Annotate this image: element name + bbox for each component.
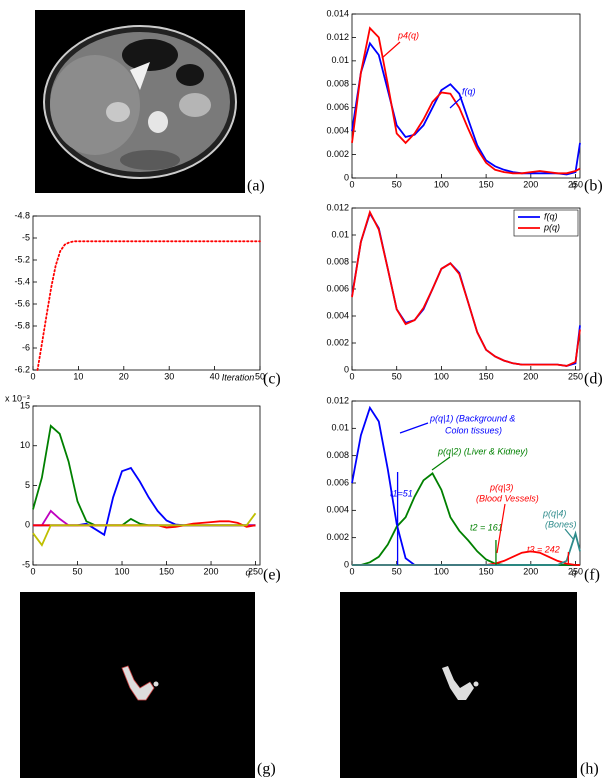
x-tick-label: 0 [30,566,35,576]
legend-label: p(q) [543,222,560,232]
y-tick-label: -5 [22,559,30,569]
x-tick-label: 100 [434,179,449,189]
x-tick-label: 200 [204,566,219,576]
y-tick-label: 0.01 [331,423,349,433]
x-tick-label: 50 [392,371,402,381]
x-axis-label: Iteration [222,372,255,382]
y-tick-label: -5.2 [14,254,30,264]
y-tick-label: 5 [25,480,30,490]
y-tick-label: 0 [25,520,30,530]
y-multiplier: x 10⁻³ [5,393,30,403]
x-tick-label: 200 [523,566,538,576]
annotation: (Bones) [545,519,577,529]
figure: (a) (g) (h) 0 0.002 0.004 0.006 0.008 0.01 0.0… [0,0,615,778]
x-axis-label: q [571,179,576,189]
y-tick-label: 0.012 [326,202,349,212]
y-tick-label: -6 [22,342,30,352]
annotation: p(q|1) (Background & [429,413,515,423]
y-tick-label: 0.01 [331,229,349,239]
axes-box [33,216,260,370]
threshold-label: t2 = 161 [470,522,503,532]
annotation: Colon tissues) [445,425,502,435]
annotation: p4(q) [397,30,419,40]
y-tick-label: -6.2 [14,364,30,374]
panel-label: (c) [263,371,281,388]
threshold-label: t1=51 [390,488,413,498]
panel-label: (g) [257,761,276,778]
y-tick-label: 0 [344,172,349,182]
y-tick-label: 0.008 [326,450,349,460]
y-tick-label: -5 [22,232,30,242]
annotation: f(q) [462,86,476,96]
annotation: p(q|4) [542,508,566,518]
panel-label: (f) [584,567,600,584]
x-tick-label: 0 [30,371,35,381]
y-tick-label: 0.012 [326,32,349,42]
x-tick-label: 0 [349,566,354,576]
x-tick-label: 100 [115,566,130,576]
y-tick-label: 0 [344,364,349,374]
annotation: p(q|2) (Liver & Kidney) [437,446,528,456]
panel-label: (e) [263,567,281,584]
y-tick-label: 0.008 [326,256,349,266]
x-tick-label: 150 [479,371,494,381]
x-tick-label: 50 [73,566,83,576]
x-tick-label: 150 [479,179,494,189]
y-tick-label: 0.002 [326,532,349,542]
x-tick-label: 150 [159,566,174,576]
threshold-label: t3 = 242 [527,544,560,554]
x-tick-label: 0 [349,179,354,189]
y-tick-label: 0.008 [326,79,349,89]
x-tick-label: 30 [164,371,174,381]
y-tick-label: 0.006 [326,283,349,293]
y-tick-label: 0 [344,559,349,569]
y-tick-label: 0.006 [326,102,349,112]
x-tick-label: 50 [392,566,402,576]
segmented-image [20,592,255,778]
y-tick-label: 0.01 [331,55,349,65]
segmented-image [340,592,577,778]
panel-label: (a) [247,178,265,195]
axes-box [33,406,260,565]
y-tick-label: 0.012 [326,395,349,405]
panel-label: (h) [580,761,599,778]
y-tick-label: 0.002 [326,149,349,159]
y-tick-label: 0.002 [326,337,349,347]
annotation: (Blood Vessels) [476,493,539,503]
y-tick-label: -5.6 [14,298,30,308]
y-tick-label: 10 [20,440,30,450]
x-tick-label: 250 [568,371,583,381]
y-tick-label: 0.006 [326,477,349,487]
x-tick-label: 20 [119,371,129,381]
panel-label: (b) [584,178,603,195]
panel-label: (d) [584,371,603,388]
x-tick-label: 100 [434,371,449,381]
x-tick-label: 150 [479,566,494,576]
y-tick-label: 0.004 [326,310,349,320]
x-tick-label: 200 [523,371,538,381]
x-axis-label: q [245,567,250,577]
x-tick-label: 40 [210,371,220,381]
x-tick-label: 0 [349,371,354,381]
y-tick-label: 0.004 [326,126,349,136]
x-axis-label: q [571,567,576,577]
y-tick-label: -5.4 [14,276,30,286]
y-tick-label: 0.004 [326,505,349,515]
y-tick-label: -4.8 [14,210,30,220]
x-tick-label: 200 [523,179,538,189]
legend-label: f(q) [544,211,558,221]
y-tick-label: 0.014 [326,8,349,18]
x-tick-label: 100 [434,566,449,576]
x-tick-label: 10 [73,371,83,381]
annotation: p(q|3) [489,482,513,492]
y-tick-label: -5.8 [14,320,30,330]
x-tick-label: 50 [392,179,402,189]
ct-image [35,10,245,193]
